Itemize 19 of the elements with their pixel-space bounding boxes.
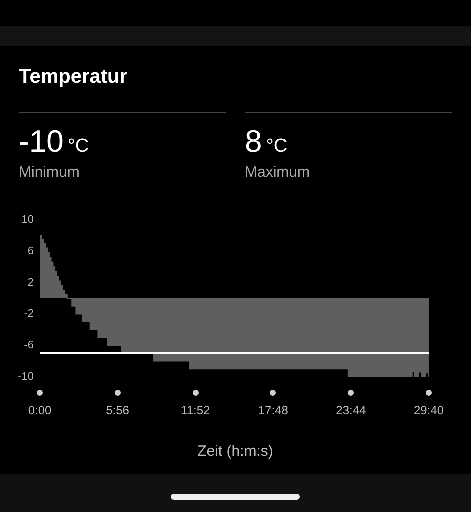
x-tick-label: 0:00	[28, 404, 52, 418]
text: °C	[68, 136, 90, 157]
x-tick-label: 5:56	[106, 404, 130, 418]
text: °C	[266, 136, 288, 157]
y-tick-label: -6	[24, 340, 34, 352]
y-tick-label: -2	[24, 308, 34, 320]
text: 8	[245, 124, 262, 159]
y-tick-label: 6	[28, 245, 34, 258]
x-axis-title: Zeit (h:m:s)	[196, 443, 274, 460]
x-tick-label: 11:52	[181, 404, 210, 418]
y-tick-label: -10	[18, 371, 34, 384]
text: Minimum	[19, 164, 81, 181]
chart-title: Temperatur	[19, 66, 128, 89]
text: Maximum	[245, 164, 310, 181]
y-tick-label: 2	[28, 276, 34, 289]
x-tick-label: 23:44	[336, 404, 367, 418]
y-tick-label: 10	[22, 214, 34, 226]
x-tick-label: 29:40	[414, 404, 444, 418]
x-tick-label: 17:48	[258, 404, 289, 418]
